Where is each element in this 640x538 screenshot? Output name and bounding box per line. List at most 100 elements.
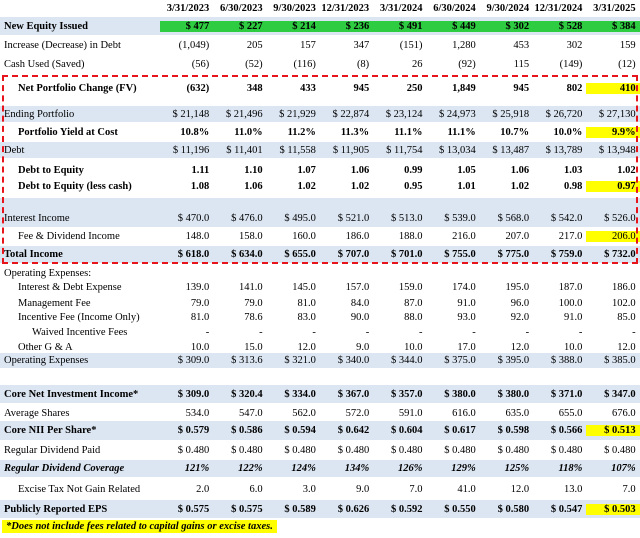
table-cell: $ 385.0 xyxy=(604,355,636,366)
table-cell: 0.98 xyxy=(564,180,583,192)
table-cell: $ 655.0 xyxy=(284,249,316,260)
table-cell: 1.10 xyxy=(244,164,263,176)
table-cell: $ 0.579 xyxy=(177,425,210,436)
table-cell: $ 0.480 xyxy=(444,445,476,456)
table-cell: 96.0 xyxy=(510,297,530,309)
table-cell: 10.0% xyxy=(553,127,583,138)
table-row: Debt to Equity 1.11 1.10 1.07 1.06 0.99 1.05 1.… xyxy=(0,162,640,178)
table-cell: $ 11,558 xyxy=(279,144,316,156)
table-cell: - xyxy=(632,326,636,338)
table-row: Other G & A 10.0 15.0 12.0 9.0 10.0 17.0 12.0 10… xyxy=(0,341,640,353)
table-cell: 9.0 xyxy=(356,483,370,495)
table-cell: 85.0 xyxy=(617,312,636,323)
table-cell: $ 0.480 xyxy=(231,445,263,456)
table-cell: 13.0 xyxy=(564,483,583,495)
table-cell: 562.0 xyxy=(292,407,316,419)
table-cell: 10.7% xyxy=(500,127,530,138)
table-cell: 410 xyxy=(586,82,640,94)
table-cell: 79.0 xyxy=(244,297,263,309)
table-cell: $ 21,496 xyxy=(225,108,263,120)
table-cell: $ 357.0 xyxy=(390,388,423,400)
table-row: Core Net Investment Income* $ 309.0 $ 320.… xyxy=(0,385,640,403)
table-cell: $ 21,148 xyxy=(172,108,210,120)
table-row: Debt to Equity (less cash) 1.08 1.06 1.02 1.… xyxy=(0,178,640,194)
table-cell: $ 384 xyxy=(586,20,640,32)
table-cell: 92.0 xyxy=(510,312,530,323)
table-cell: (632) xyxy=(186,82,210,94)
row-label: Waived Incentive Fees xyxy=(32,326,128,338)
table-cell: 11.1% xyxy=(394,127,423,138)
table-cell: (1,049) xyxy=(178,40,210,51)
row-label: Regular Dividend Paid xyxy=(4,445,101,456)
table-row: Waived Incentive Fees - - - - - - - - - xyxy=(0,325,640,339)
table-cell: 126% xyxy=(397,463,423,474)
table-cell: 81.0 xyxy=(190,312,210,323)
table-cell: 12.0 xyxy=(617,341,636,353)
table-cell: $ 380.0 xyxy=(497,388,530,400)
table-cell: $ 334.0 xyxy=(284,388,316,400)
table-row xyxy=(0,198,640,210)
highlight-box-portfolio xyxy=(2,75,638,264)
table-cell: 107% xyxy=(611,463,636,474)
table-cell: 10.0 xyxy=(404,341,423,353)
table-cell: 1,849 xyxy=(452,82,476,94)
table-row: Publicly Reported EPS $ 0.575 $ 0.575 $ 0.5… xyxy=(0,500,640,518)
table-cell: $ 513.0 xyxy=(390,213,423,224)
row-label: Interest & Debt Expense xyxy=(18,282,122,293)
table-row: Ending Portfolio $ 21,148 $ 21,496 $ 21,929… xyxy=(0,106,640,122)
table-cell: $ 11,401 xyxy=(226,144,263,156)
table-cell: - xyxy=(365,326,370,338)
table-cell: $ 0.575 xyxy=(231,503,263,515)
table-cell: $ 380.0 xyxy=(444,388,476,400)
table-cell: 160.0 xyxy=(292,231,316,242)
table-cell: $ 476.0 xyxy=(231,213,263,224)
table-cell: 129% xyxy=(451,463,476,474)
table-cell: 3.0 xyxy=(302,483,316,495)
table-cell: $ 13,034 xyxy=(439,144,476,156)
table-cell: 134% xyxy=(344,463,370,474)
table-row: Total Income $ 618.0 $ 634.0 $ 655.0 $ 707.0… xyxy=(0,246,640,263)
row-label: Debt to Equity xyxy=(18,164,84,176)
table-cell: $ 0.480 xyxy=(337,445,370,456)
column-header: 9/30/2023 xyxy=(273,3,316,14)
table-row: Core NII Per Share* $ 0.579 $ 0.586 $ 0.594… xyxy=(0,421,640,440)
table-cell: (149) xyxy=(559,59,583,70)
row-label: Interest Income xyxy=(4,213,70,224)
row-label: Total Income xyxy=(4,249,63,260)
table-cell: (12) xyxy=(618,59,636,70)
table-cell: 1.03 xyxy=(564,164,583,176)
table-cell: $ 371.0 xyxy=(550,388,583,400)
table-cell: 148.0 xyxy=(185,231,210,242)
table-cell: $ 0.586 xyxy=(231,425,263,436)
table-cell: $ 25,918 xyxy=(492,108,530,120)
table-cell: $ 21,929 xyxy=(279,108,316,120)
table-row: Debt $ 11,196 $ 11,401 $ 11,558 $ 11,905 $ 11… xyxy=(0,142,640,158)
table-cell: 158.0 xyxy=(238,231,263,242)
table-cell: 26 xyxy=(411,59,423,70)
table-cell: $ 449 xyxy=(426,20,480,32)
table-cell: 348 xyxy=(246,82,263,94)
table-cell: $ 313.6 xyxy=(231,355,263,366)
table-cell: 115 xyxy=(513,59,530,70)
table-cell: $ 0.513 xyxy=(586,425,640,436)
table-cell: $ 0.480 xyxy=(604,445,636,456)
table-cell: $ 11,754 xyxy=(386,144,423,156)
table-cell: 1.01 xyxy=(457,180,476,192)
table-cell: $ 634.0 xyxy=(231,249,263,260)
row-label: Increase (Decrease) in Debt xyxy=(4,40,121,51)
table-cell: $ 309.0 xyxy=(177,388,210,400)
table-cell: $ 0.598 xyxy=(497,425,530,436)
table-cell: $ 0.626 xyxy=(337,503,370,515)
table-cell: 1.08 xyxy=(190,180,210,192)
table-cell: 1,280 xyxy=(452,40,476,51)
table-cell: $ 0.480 xyxy=(390,445,423,456)
table-cell: $ 707.0 xyxy=(337,249,370,260)
table-cell: $ 13,948 xyxy=(598,144,636,156)
row-label: Core NII Per Share* xyxy=(4,425,97,436)
table-row: Regular Dividend Coverage 121% 122% 124% 134… xyxy=(0,460,640,477)
table-cell: 157.0 xyxy=(345,282,370,293)
row-label: Net Portfolio Change (FV) xyxy=(18,82,137,94)
table-cell: 534.0 xyxy=(185,407,210,419)
table-cell: 1.07 xyxy=(297,164,316,176)
row-label: Fee & Dividend Income xyxy=(18,231,120,242)
